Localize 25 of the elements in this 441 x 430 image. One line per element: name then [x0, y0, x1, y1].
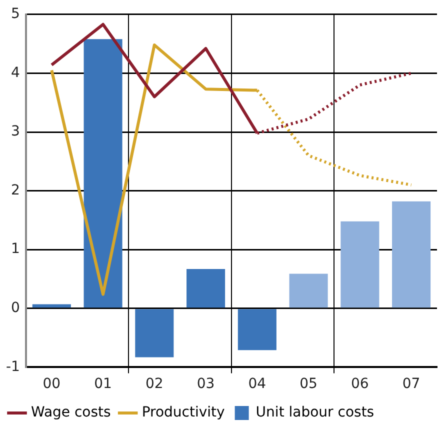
x-tick-label: 04 [248, 376, 266, 392]
bar [392, 201, 431, 308]
y-tick-label: 0 [11, 300, 20, 316]
x-tick-label: 01 [94, 376, 112, 392]
legend-label: Productivity [142, 404, 225, 421]
bar [135, 309, 174, 358]
x-tick-label: 00 [42, 376, 61, 392]
bar [84, 39, 122, 308]
x-tick-label: 06 [351, 376, 369, 392]
bar [186, 269, 226, 308]
y-tick-label: 1 [11, 241, 20, 258]
y-tick-label: 5 [11, 6, 20, 22]
legend-label: Wage costs [31, 404, 111, 421]
legend-label: Unit labour costs [256, 404, 374, 421]
x-tick-label: 07 [402, 376, 420, 392]
y-tick-label: 4 [11, 64, 20, 81]
bar [289, 274, 328, 308]
bar [238, 309, 276, 350]
x-tick-label: 03 [196, 376, 215, 392]
x-tick-label: 05 [300, 376, 318, 392]
x-tick-label: 02 [145, 376, 164, 392]
bar [340, 221, 380, 308]
y-tick-label: -1 [6, 358, 20, 375]
y-tick-label: 2 [11, 182, 20, 198]
y-tick-label: 3 [11, 124, 20, 140]
